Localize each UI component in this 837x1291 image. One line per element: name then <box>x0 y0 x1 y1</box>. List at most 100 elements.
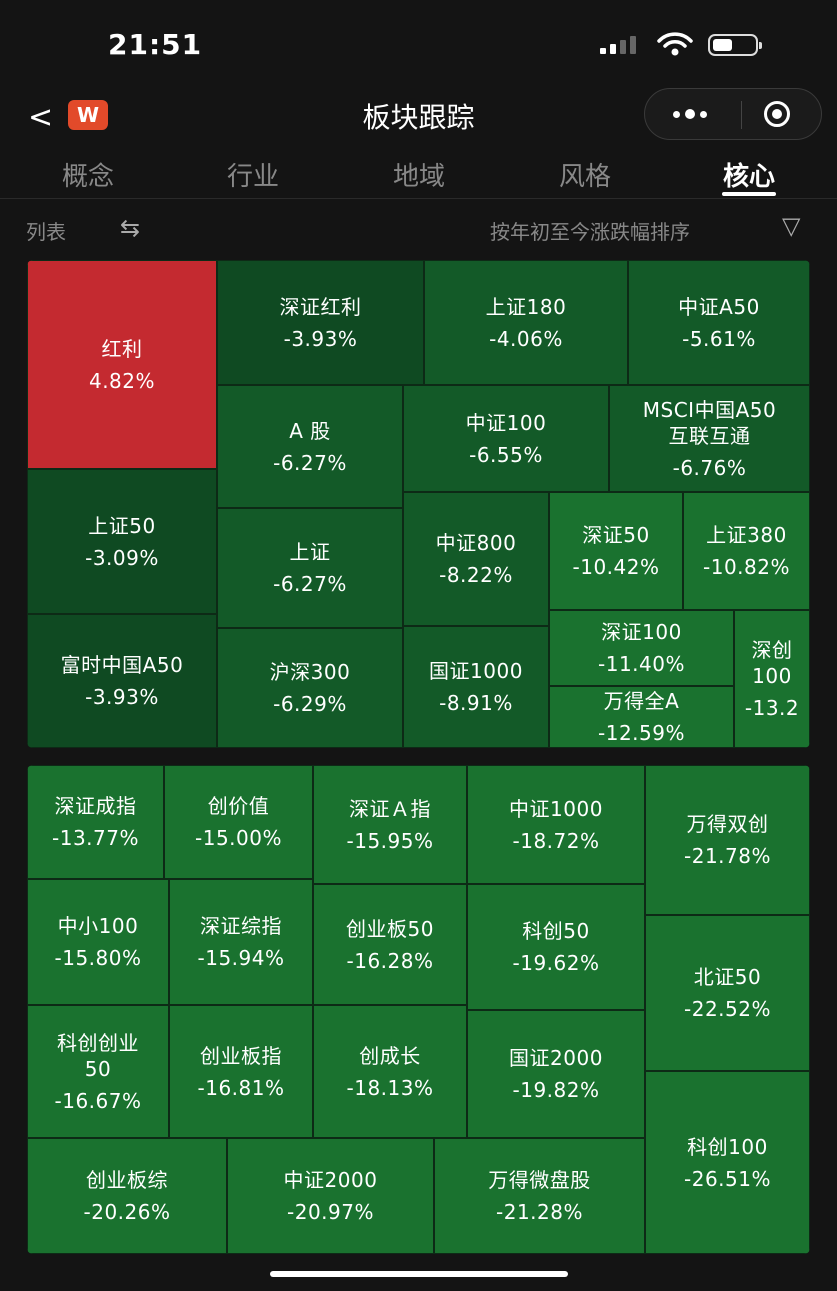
index-change: -6.27% <box>273 572 347 596</box>
mini-program-capsule <box>644 88 822 140</box>
active-tab-indicator <box>722 192 776 196</box>
index-change: -13.77% <box>52 826 139 850</box>
index-change: -19.82% <box>512 1078 600 1102</box>
index-name: 万得微盘股 <box>488 1168 591 1192</box>
index-tile[interactable]: 科创100 -26.51% <box>645 1071 810 1254</box>
index-tile[interactable]: 科创创业 50 -16.67% <box>27 1005 169 1138</box>
list-view-label[interactable]: 列表 <box>26 220 66 244</box>
index-change: -20.26% <box>83 1200 171 1224</box>
tab-style[interactable]: 风格 <box>558 162 611 192</box>
filter-icon[interactable]: ▽ <box>782 212 801 240</box>
index-tile[interactable]: 上证50 -3.09% <box>27 469 217 614</box>
index-tile[interactable]: 创业板综 -20.26% <box>27 1138 227 1254</box>
index-tile[interactable]: 上证180 -4.06% <box>424 260 628 385</box>
index-tile[interactable]: 中证100 -6.55% <box>403 385 609 492</box>
swap-icon[interactable]: ⇆ <box>120 214 141 242</box>
index-change: -4.06% <box>489 326 563 351</box>
index-tile[interactable]: 中证A50 -5.61% <box>628 260 810 385</box>
index-tile[interactable]: 深创 100 -13.2 <box>734 610 810 748</box>
index-name: 国证2000 <box>509 1046 603 1070</box>
index-tile[interactable]: 国证2000 -19.82% <box>467 1010 645 1138</box>
index-tile[interactable]: 红利 4.82% <box>27 260 217 469</box>
index-change: -20.97% <box>287 1200 374 1224</box>
index-name: 创价值 <box>207 794 270 818</box>
index-tile[interactable]: 上证 -6.27% <box>217 508 403 628</box>
index-tile[interactable]: 深证Ａ指 -15.95% <box>313 765 467 884</box>
index-change: -6.27% <box>273 450 347 475</box>
more-button[interactable] <box>645 89 741 139</box>
divider <box>0 198 837 199</box>
index-tile[interactable]: 深证红利 -3.93% <box>217 260 424 385</box>
index-change: -13.2 <box>744 696 800 720</box>
index-tile[interactable]: 北证50 -22.52% <box>645 915 810 1071</box>
index-tile[interactable]: 创业板指 -16.81% <box>169 1005 313 1138</box>
index-name: 上证380 <box>706 523 787 547</box>
index-name: MSCI中国A50 互联互通 <box>642 397 777 448</box>
capsule-divider <box>741 101 742 129</box>
index-name: 深创 100 <box>751 638 793 688</box>
index-change: -3.09% <box>85 545 159 570</box>
index-tile[interactable]: 创业板50 -16.28% <box>313 884 467 1005</box>
index-tile[interactable]: 深证100 -11.40% <box>549 610 734 686</box>
index-name: 创业板50 <box>346 916 434 941</box>
index-tile[interactable]: 沪深300 -6.29% <box>217 628 403 748</box>
index-name: 深证100 <box>601 620 682 644</box>
index-name: 中证1000 <box>509 796 603 821</box>
index-tile[interactable]: 创成长 -18.13% <box>313 1005 467 1138</box>
wifi-icon <box>657 32 693 56</box>
index-tile[interactable]: 深证成指 -13.77% <box>27 765 164 879</box>
index-name: 万得全A <box>603 689 680 713</box>
index-change: -3.93% <box>85 685 159 709</box>
index-tile[interactable]: 中证2000 -20.97% <box>227 1138 434 1254</box>
index-tile[interactable]: 中证800 -8.22% <box>403 492 549 626</box>
index-change: -6.29% <box>273 692 347 716</box>
index-name: 创业板指 <box>200 1043 282 1068</box>
index-tile[interactable]: A 股 -6.27% <box>217 385 403 508</box>
more-dots-icon <box>645 89 741 139</box>
index-tile[interactable]: MSCI中国A50 互联互通 -6.76% <box>609 385 810 492</box>
index-name: A 股 <box>289 418 331 443</box>
index-change: -15.00% <box>195 826 282 850</box>
index-change: -26.51% <box>684 1166 771 1191</box>
index-name: 深证综指 <box>200 914 282 938</box>
index-change: -3.93% <box>283 326 358 351</box>
index-name: 创成长 <box>359 1043 421 1068</box>
index-name: 万得双创 <box>686 812 769 836</box>
index-tile[interactable]: 富时中国A50 -3.93% <box>27 614 217 748</box>
index-name: 科创100 <box>687 1134 768 1159</box>
index-name: 中证800 <box>435 531 517 555</box>
index-name: 创业板综 <box>86 1168 168 1192</box>
index-tile[interactable]: 深证50 -10.42% <box>549 492 683 610</box>
index-change: -19.62% <box>512 951 600 975</box>
cellular-signal-icon <box>600 36 640 54</box>
index-tile[interactable]: 创价值 -15.00% <box>164 765 313 879</box>
index-tile[interactable]: 万得双创 -21.78% <box>645 765 810 915</box>
index-name: 科创创业 50 <box>57 1030 139 1081</box>
tab-core[interactable]: 核心 <box>722 162 775 192</box>
index-name: 上证 <box>289 540 331 564</box>
tab-industry[interactable]: 行业 <box>226 162 279 192</box>
index-change: -6.76% <box>672 455 747 480</box>
sort-label[interactable]: 按年初至今涨跌幅排序 <box>490 220 690 244</box>
index-tile[interactable]: 深证综指 -15.94% <box>169 879 313 1005</box>
close-target-icon[interactable] <box>764 101 790 127</box>
index-name: 深证50 <box>582 523 650 547</box>
index-tile[interactable]: 上证380 -10.82% <box>683 492 810 610</box>
back-button[interactable]: < <box>28 100 54 135</box>
tab-region[interactable]: 地域 <box>392 162 445 192</box>
index-tile[interactable]: 国证1000 -8.91% <box>403 626 549 748</box>
index-tile[interactable]: 万得全A -12.59% <box>549 686 734 748</box>
index-change: -21.78% <box>684 844 771 868</box>
index-name: 深证红利 <box>279 294 362 319</box>
tab-concept[interactable]: 概念 <box>61 162 114 192</box>
index-tile[interactable]: 中小100 -15.80% <box>27 879 169 1005</box>
index-tile[interactable]: 万得微盘股 -21.28% <box>434 1138 645 1254</box>
index-change: -18.13% <box>346 1075 434 1100</box>
index-tile[interactable]: 中证1000 -18.72% <box>467 765 645 884</box>
app-logo: W <box>68 100 108 130</box>
index-name: 国证1000 <box>429 659 523 683</box>
battery-icon <box>708 34 762 56</box>
index-change: -15.94% <box>197 946 285 970</box>
index-tile[interactable]: 科创50 -19.62% <box>467 884 645 1010</box>
treemap-panel-1: 红利 4.82% 深证红利 -3.93% 上证180 -4.06% 中证A50 -5.61% 上… <box>27 260 810 748</box>
